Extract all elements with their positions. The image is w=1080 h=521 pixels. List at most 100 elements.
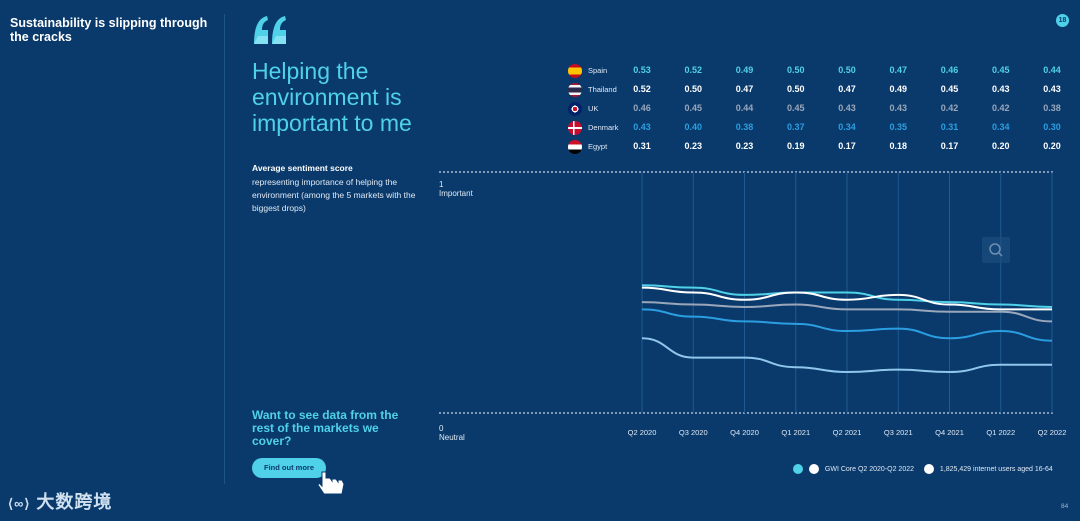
country-name: Thailand (588, 85, 617, 94)
chart-icon (793, 464, 803, 474)
sample-text: 1,825,429 internet users aged 16-64 (939, 465, 1053, 473)
table-cell: 0.43 (633, 122, 651, 132)
table-cell: 0.44 (1043, 65, 1061, 75)
axis-top-label: Important (439, 189, 473, 198)
x-tick-label: Q1 2021 (781, 428, 811, 437)
table-cell: 0.53 (633, 65, 651, 75)
country-name: UK (588, 104, 599, 113)
table-cell: 0.35 (889, 122, 908, 132)
table-cell: 0.42 (991, 103, 1010, 113)
table-cell: 0.18 (889, 141, 908, 151)
x-tick-label: Q4 2020 (730, 428, 759, 437)
table-cell: 0.42 (940, 103, 959, 113)
axis-top-value: 1 (439, 180, 444, 189)
sentiment-title: Average sentiment score (252, 163, 353, 173)
users-icon (923, 464, 934, 474)
table-cell: 0.40 (684, 122, 703, 132)
flag-icon (568, 83, 582, 97)
series-line-egypt (641, 337, 1052, 374)
table-cell: 0.43 (991, 84, 1010, 94)
page-number: 84 (1061, 503, 1069, 510)
headline: Helping the environment is important to … (252, 58, 412, 136)
country-name: Egypt (588, 142, 608, 151)
search-button[interactable] (982, 237, 1010, 263)
table-cell: 0.49 (735, 65, 754, 75)
cta-text: Want to see data from the rest of the ma… (252, 408, 399, 448)
x-tick-label: Q3 2020 (678, 428, 708, 437)
x-tick-label: Q3 2021 (883, 428, 913, 437)
section-title: Sustainability is slipping through the c… (10, 16, 208, 44)
table-cell: 0.52 (684, 65, 703, 75)
table-cell: 0.50 (684, 84, 703, 94)
table-cell: 0.49 (889, 84, 908, 94)
watermark-text: 大数跨境 (36, 492, 113, 512)
table-row: Denmark 0.43 0.40 0.38 0.37 0.34 0.35 0.31 0.34 0… (568, 119, 1068, 138)
find-out-more-button[interactable]: Find out more (252, 458, 326, 478)
flag-icon (568, 121, 582, 135)
table-cell: 0.17 (838, 141, 856, 151)
table-cell: 0.23 (684, 141, 703, 151)
footer: GWI Core Q2 2020-Q2 2022 1,825,429 inter… (793, 464, 1053, 474)
table-cell: 0.44 (735, 103, 754, 113)
country-name: Denmark (588, 123, 619, 132)
divider (224, 14, 225, 484)
table-cell: 0.43 (889, 103, 908, 113)
x-tick-label: Q2 2021 (832, 428, 862, 437)
table-cell: 0.31 (633, 141, 651, 151)
table-cell: 0.34 (838, 122, 856, 132)
table-cell: 0.34 (991, 122, 1010, 132)
source-icon (808, 464, 819, 474)
table-cell: 0.47 (889, 65, 908, 75)
table-cell: 0.38 (1043, 103, 1061, 113)
sentiment-description: representing importance of helping the e… (252, 177, 416, 213)
watermark-mark: ⟨∞⟩ (8, 496, 31, 511)
x-tick-label: Q1 2022 (986, 428, 1016, 437)
table-cell: 0.20 (1043, 141, 1061, 151)
table-cell: 0.52 (633, 84, 651, 94)
table-cell: 0.46 (940, 65, 959, 75)
table-cell: 0.45 (940, 84, 959, 94)
axis-bottom-label: Neutral (439, 433, 465, 442)
table-cell: 0.30 (1043, 122, 1061, 132)
table-cell: 0.50 (838, 65, 856, 75)
table-cell: 0.43 (838, 103, 856, 113)
source-text: GWI Core Q2 2020-Q2 2022 (824, 465, 915, 473)
table-cell: 0.38 (735, 122, 754, 132)
table-cell: 0.50 (786, 65, 805, 75)
table-cell: 0.20 (991, 141, 1010, 151)
flag-icon (568, 102, 582, 116)
x-tick-label: Q2 2022 (1037, 428, 1067, 437)
country-name: Spain (588, 66, 608, 75)
x-tick-label: Q4 2021 (935, 428, 964, 437)
search-icon (989, 243, 1003, 257)
table-row: UK 0.46 0.45 0.44 0.45 0.43 0.43 0.42 0.42 0.38 (568, 100, 1068, 119)
watermark-logo: ⟨∞⟩ 大数跨境 (8, 488, 112, 514)
table-row: Thailand 0.52 0.50 0.47 0.50 0.47 0.49 0.45 0.43… (568, 81, 1068, 100)
table-cell: 0.23 (735, 141, 754, 151)
table-cell: 0.45 (684, 103, 703, 113)
series-line-thailand (641, 286, 1052, 311)
series-line-spain (641, 284, 1053, 308)
table-row: Egypt 0.31 0.23 0.23 0.19 0.17 0.18 0.17 0.20 0.2… (568, 138, 1068, 157)
table-cell: 0.17 (940, 141, 959, 151)
axis-bottom-value: 0 (439, 424, 444, 433)
series-line-denmark (641, 308, 1053, 342)
table-cell: 0.45 (991, 65, 1010, 75)
table-cell: 0.46 (633, 103, 651, 113)
table-cell: 0.43 (1043, 84, 1061, 94)
table-cell: 0.47 (838, 84, 856, 94)
flag-icon (568, 64, 582, 78)
table-row: Spain 0.53 0.52 0.49 0.50 0.50 0.47 0.46 0.45 0.4… (568, 62, 1068, 81)
table-cell: 0.45 (786, 103, 805, 113)
table-cell: 0.31 (940, 122, 959, 132)
hand-pointer-icon (318, 471, 345, 495)
table-cell: 0.37 (786, 122, 805, 132)
page-badge: 18 (1056, 14, 1069, 27)
x-tick-label: Q2 2020 (627, 428, 657, 437)
flag-icon (568, 140, 582, 154)
series-line-uk (641, 301, 1053, 323)
table-cell: 0.19 (786, 141, 805, 151)
table-cell: 0.47 (735, 84, 754, 94)
quote-icon (254, 16, 286, 44)
